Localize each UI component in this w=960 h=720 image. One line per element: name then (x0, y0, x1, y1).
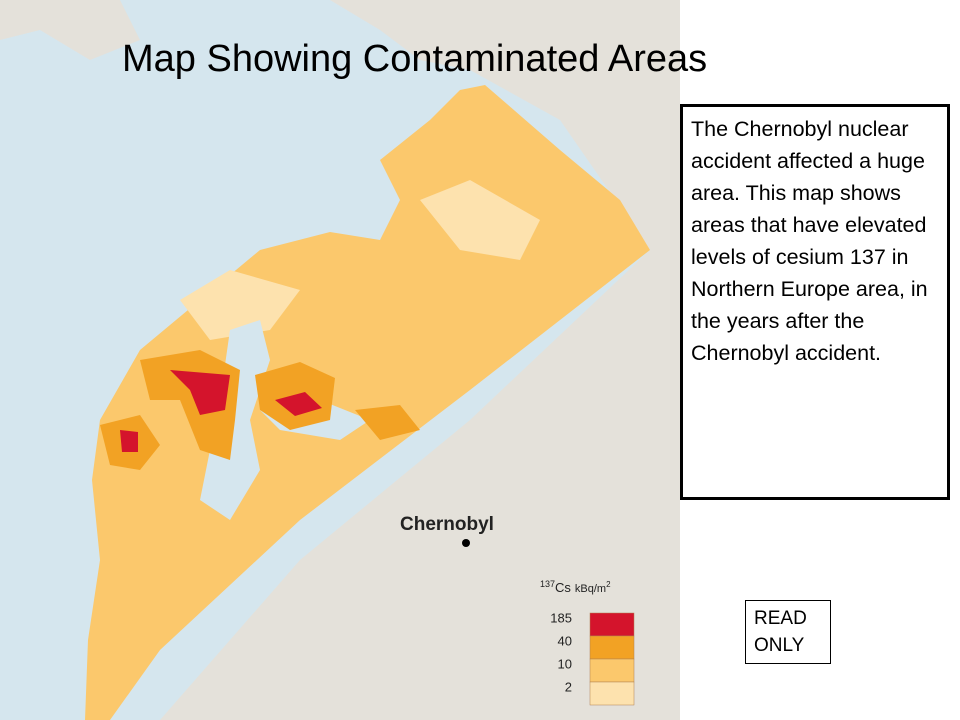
high-area (120, 430, 138, 452)
legend-level: 40 (558, 633, 572, 648)
legend-title: 137Cs kBq/m2 (540, 579, 611, 595)
legend-unit: kBq/m (575, 583, 606, 595)
land (160, 0, 680, 720)
place-label: Chernobyl (400, 514, 494, 535)
low-area (180, 270, 300, 340)
badge-line: ONLY (754, 635, 805, 656)
legend-swatch (589, 681, 635, 706)
high-area (275, 392, 322, 416)
legend-exponent: 2 (606, 580, 611, 589)
legend-swatch (589, 658, 635, 683)
high-area (170, 370, 230, 415)
legend-level: 10 (558, 656, 572, 671)
legend-swatch (589, 612, 635, 637)
title: Map Showing Contaminated Areas (122, 38, 708, 80)
description: The Chernobyl nuclear accident affected … (680, 104, 950, 500)
read-only-badge: READ ONLY (745, 600, 831, 664)
legend-mass: 137 (540, 579, 555, 589)
chernobyl-marker (462, 539, 470, 547)
legend-symbol: Cs (555, 580, 571, 595)
legend-level: 2 (565, 679, 572, 694)
mid-area (355, 405, 420, 440)
legend-swatch (589, 635, 635, 660)
legend: 185 40 10 2 (550, 610, 635, 706)
low-area (420, 180, 540, 260)
badge-line: READ (754, 608, 807, 629)
legend-level: 185 (550, 610, 572, 625)
land (0, 0, 140, 60)
